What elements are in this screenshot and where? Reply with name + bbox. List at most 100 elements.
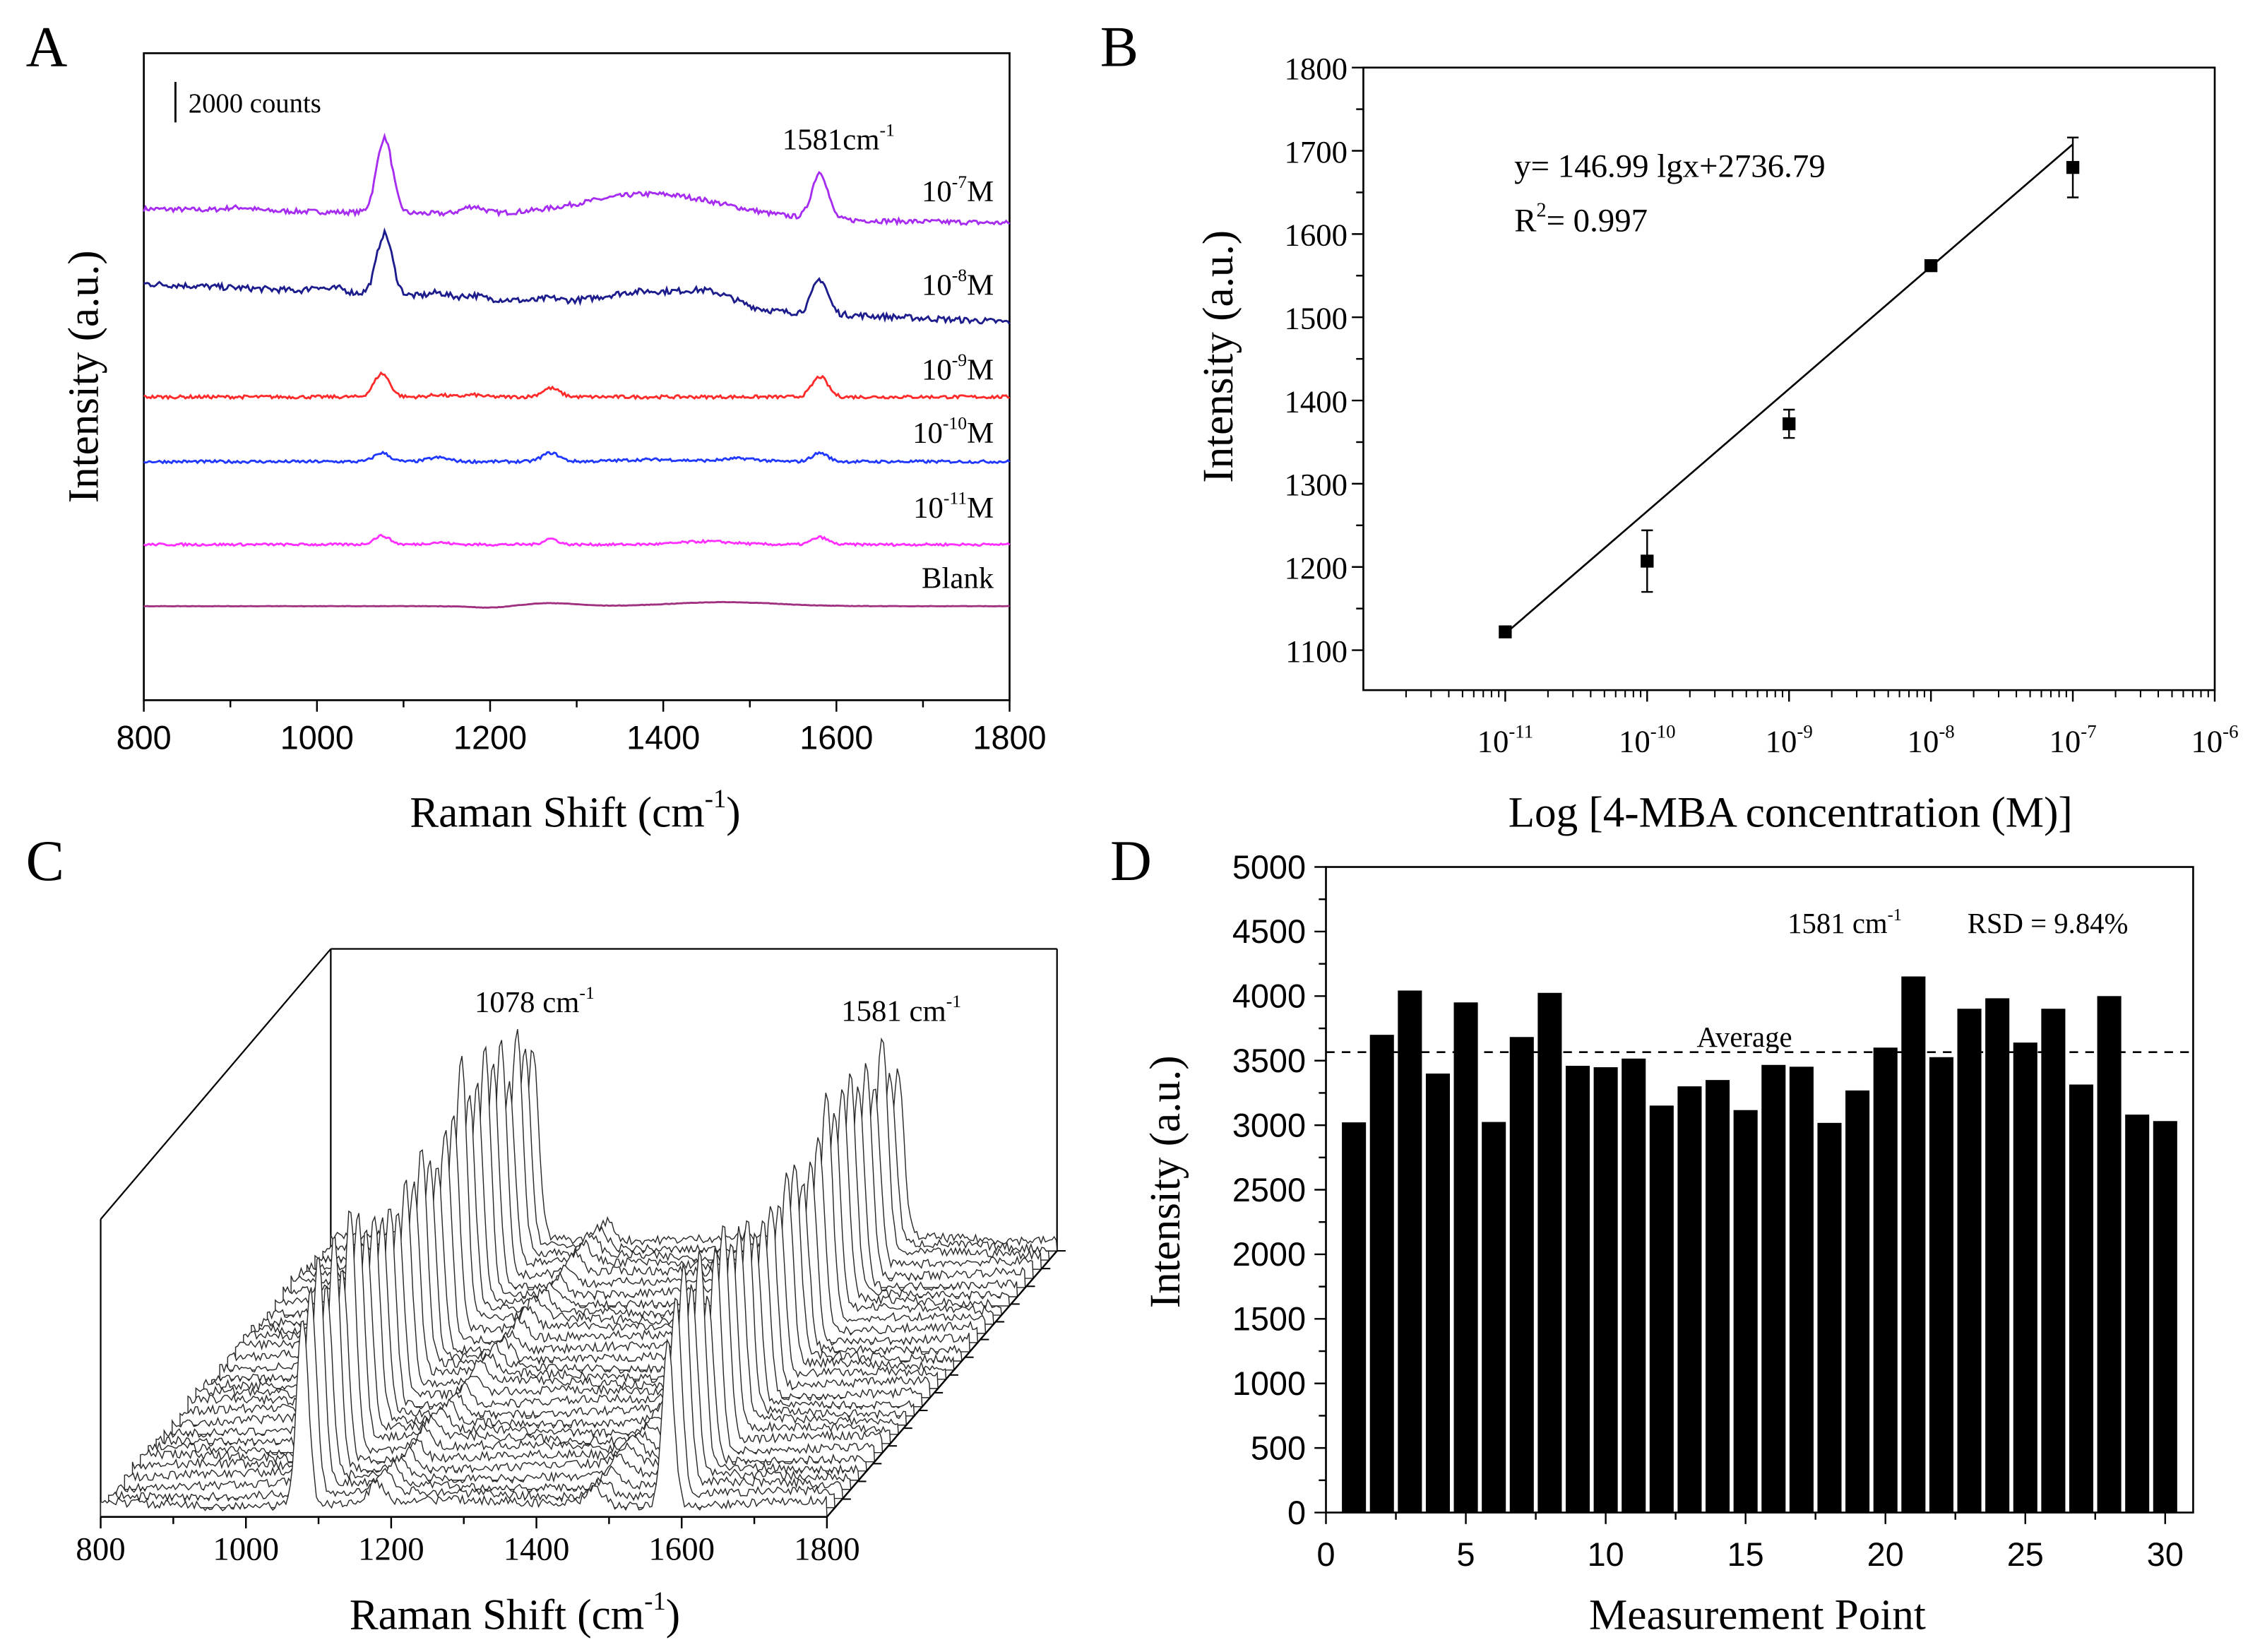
panel-label-d-part: D bbox=[1110, 828, 1152, 893]
panel-label-b: B bbox=[1100, 15, 1138, 79]
x-tick-label: 10-8 bbox=[1908, 721, 1955, 759]
data-point bbox=[1924, 259, 1938, 273]
y-tick-label: 1800 bbox=[1284, 51, 1347, 86]
panel-label-c-part: C bbox=[26, 828, 64, 893]
panel-label-c: C bbox=[26, 828, 64, 893]
x-tick-label-part: 1600 bbox=[648, 1531, 715, 1568]
y-axis-title: Intensity (a.u.) bbox=[60, 250, 107, 503]
y-tick-label-part: 3500 bbox=[1232, 1042, 1306, 1079]
bar bbox=[1901, 976, 1926, 1513]
y-tick-label-part: 1500 bbox=[1232, 1301, 1306, 1338]
waterfall-spectrum bbox=[124, 1284, 852, 1490]
series-label-part: 10 bbox=[922, 175, 952, 208]
peak-label-1078: 1078 cm-1 bbox=[475, 982, 595, 1019]
series-label: 10-8M bbox=[922, 265, 994, 302]
x-tick-label: 800 bbox=[76, 1531, 125, 1568]
data-point bbox=[1783, 417, 1796, 431]
x-tick-label-part: 10 bbox=[1619, 724, 1650, 759]
y-tick-label: 1100 bbox=[1285, 634, 1347, 669]
y-tick-label-part: 0 bbox=[1287, 1494, 1306, 1531]
series-label-part: -10 bbox=[943, 413, 967, 434]
waterfall-spectrum bbox=[100, 1320, 828, 1518]
data-point bbox=[2066, 160, 2080, 174]
bar bbox=[1929, 1057, 1953, 1513]
bar bbox=[1761, 1064, 1786, 1513]
series-label-part: 10 bbox=[922, 268, 952, 302]
x-tick-label: 1800 bbox=[794, 1531, 860, 1568]
peak-label-1581: 1581 cm-1 bbox=[841, 991, 961, 1028]
x-axis-title-part: Measurement Point bbox=[1589, 1591, 1926, 1639]
x-tick-label-part: 20 bbox=[1867, 1536, 1904, 1573]
y-tick-label: 0 bbox=[1287, 1494, 1306, 1531]
y-tick-label-part: 1700 bbox=[1284, 134, 1347, 170]
x-tick-label: 0 bbox=[1316, 1536, 1335, 1573]
y-tick-label: 3000 bbox=[1232, 1107, 1306, 1143]
y-tick-label: 1500 bbox=[1232, 1301, 1306, 1338]
x-tick-label-part: 10 bbox=[1588, 1536, 1624, 1573]
x-tick-label-part: 1200 bbox=[358, 1531, 424, 1568]
x-tick-label-part: -6 bbox=[2223, 721, 2238, 742]
x-tick-label: 25 bbox=[2007, 1536, 2044, 1573]
plot-frame bbox=[143, 52, 1011, 701]
series-label-part: -9 bbox=[952, 350, 967, 370]
bar bbox=[1622, 1058, 1646, 1513]
y-tick-label-part: 3000 bbox=[1232, 1107, 1306, 1143]
x-tick-label: 10-10 bbox=[1619, 721, 1676, 759]
x-tick-label: 1000 bbox=[280, 720, 354, 756]
x-tick-label-part: 1000 bbox=[280, 720, 354, 756]
x-tick-label-part: 1600 bbox=[799, 720, 873, 756]
series-label: Blank bbox=[922, 562, 994, 595]
x-tick-label: 1000 bbox=[213, 1531, 279, 1568]
x-tick-label-part: -8 bbox=[1939, 721, 1954, 742]
y-tick-label: 2000 bbox=[1232, 1236, 1306, 1273]
series-label-part: -8 bbox=[952, 265, 967, 285]
y-tick-label: 2500 bbox=[1232, 1172, 1306, 1208]
series-label-part: 10 bbox=[912, 417, 943, 450]
peak-label-1581-part: -1 bbox=[946, 991, 961, 1011]
waterfall-spectrum bbox=[116, 1256, 844, 1499]
panel-letters: A B C D bbox=[26, 15, 1152, 893]
x-tick-label: 1400 bbox=[504, 1531, 570, 1568]
x-tick-label: 20 bbox=[1867, 1536, 1904, 1573]
peak-annotation-part: 1581 cm bbox=[1787, 908, 1888, 939]
rsd-label-part: RSD = 9.84% bbox=[1968, 908, 2129, 939]
series-label-part: -7 bbox=[952, 172, 968, 192]
y-tick-label: 1400 bbox=[1284, 384, 1347, 419]
x-tick-label-part: 800 bbox=[76, 1531, 125, 1568]
x-axis-title: Log [4-MBA concentration (M)] bbox=[1509, 790, 2073, 837]
x-tick-label-part: 10 bbox=[1477, 724, 1509, 759]
series-label-part: 10 bbox=[922, 353, 952, 386]
panel-label-d: D bbox=[1110, 828, 1152, 893]
average-label-part: Average bbox=[1697, 1021, 1792, 1053]
series-label: 10-10M bbox=[912, 413, 994, 450]
bar bbox=[2013, 1042, 2037, 1513]
bar bbox=[1789, 1066, 1814, 1513]
average-label: Average bbox=[1697, 1021, 1792, 1053]
spectrum-line bbox=[143, 371, 1010, 400]
bar bbox=[2069, 1084, 2094, 1513]
spectrum-line bbox=[143, 600, 1010, 609]
waterfall-spectrum bbox=[131, 1236, 859, 1481]
side-wall-top bbox=[100, 948, 332, 1220]
y-tick-label-part: 1200 bbox=[1284, 550, 1347, 586]
y-axis-title: Intensity (a.u.) bbox=[1142, 1055, 1189, 1308]
series-label-part: M bbox=[967, 175, 994, 208]
peak-annotation-part: -1 bbox=[1888, 905, 1902, 925]
x-tick-label-part: 1200 bbox=[453, 720, 527, 756]
y-tick-label-part: 1400 bbox=[1284, 384, 1347, 419]
bar bbox=[1873, 1047, 1898, 1513]
y-tick-label-part: 2000 bbox=[1232, 1236, 1306, 1273]
bar bbox=[2097, 996, 2122, 1513]
bar bbox=[2041, 1009, 2066, 1513]
waterfall-spectrum bbox=[172, 1215, 899, 1435]
y-axis-title-part: Intensity (a.u.) bbox=[1142, 1055, 1189, 1308]
y-tick-label: 1700 bbox=[1284, 134, 1347, 170]
x-tick-label-part: 1000 bbox=[213, 1531, 279, 1568]
bar bbox=[1593, 1067, 1618, 1513]
scale-bar-label: 2000 counts bbox=[189, 89, 321, 119]
x-tick-label-part: -11 bbox=[1509, 721, 1533, 742]
bar bbox=[1957, 1009, 1982, 1513]
panel-label-a-part: A bbox=[26, 15, 68, 79]
fit-line bbox=[1504, 143, 2073, 635]
